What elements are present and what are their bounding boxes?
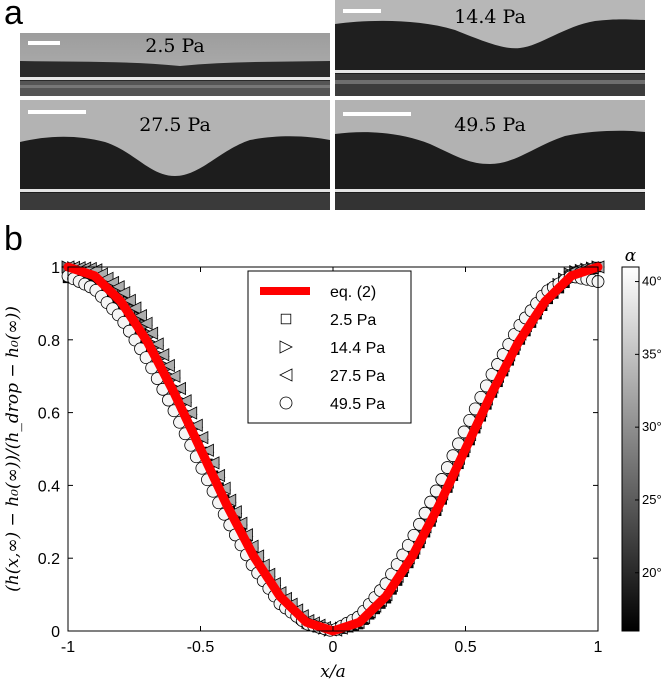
axis-ticks: -1 -0.5 0 0.5 1 0 0.2 0.4 0.6 0.8 1 <box>38 260 603 656</box>
legend-marker-swatch <box>279 368 293 382</box>
colorbar-gradient <box>621 266 640 632</box>
data-point <box>161 358 175 373</box>
chart: -1 -0.5 0 0.5 1 0 0.2 0.4 0.6 0.8 1 x/a (h(x,∞) − … <box>3 246 662 682</box>
micrograph-27-5-pa: 27.5 Pa <box>20 100 330 210</box>
y-tick-label: 0.6 <box>38 406 60 423</box>
x-tick-label: 0 <box>329 639 338 656</box>
colorbar-tick-label: 30° <box>642 419 662 434</box>
data-point <box>116 286 131 300</box>
y-tick-label: 0 <box>51 624 60 641</box>
data-point <box>189 418 203 432</box>
y-axis-title: (h(x,∞) − h₀(∞))/(h_drop − h₀(∞)) <box>3 306 23 592</box>
colorbar-tick-label: 35° <box>642 346 662 361</box>
micrograph-49-5-pa: 49.5 Pa <box>335 100 645 210</box>
data-point <box>150 337 164 351</box>
micrograph-image <box>335 0 645 96</box>
x-tick-label: 0.5 <box>454 639 476 656</box>
scale-bar <box>28 110 86 114</box>
data-point <box>178 394 192 408</box>
data-point <box>139 316 153 330</box>
y-tick-label: 0.8 <box>38 333 60 350</box>
colorbar-tick-label: 40° <box>642 274 662 289</box>
colorbar-title: α <box>625 246 637 266</box>
micrograph-label: 14.4 Pa <box>454 6 526 28</box>
data-point <box>128 301 142 315</box>
legend-entry-label: 14.4 Pa <box>330 340 385 357</box>
scale-bar <box>343 9 381 13</box>
panel-b-letter: b <box>4 220 23 258</box>
legend-box <box>247 270 412 424</box>
legend-entry-label: 27.5 Pa <box>330 368 385 385</box>
y-tick-label: 1 <box>51 260 60 277</box>
micrograph-image <box>20 33 330 96</box>
legend: eq. (2) 2.5 Pa 14.4 Pa 27.5 Pa 49.5 Pa <box>247 270 412 424</box>
data-point <box>200 443 214 457</box>
micrograph-label: 2.5 Pa <box>145 35 205 57</box>
micrograph-image <box>335 100 645 210</box>
legend-entry-label: 49.5 Pa <box>330 396 385 413</box>
legend-marker-swatch <box>279 340 293 354</box>
panel-a-letter: a <box>4 0 23 32</box>
legend-entry-label: eq. (2) <box>330 284 376 301</box>
data-point <box>122 293 136 307</box>
micrograph-label: 49.5 Pa <box>454 114 526 136</box>
data-point <box>155 348 170 362</box>
y-tick-label: 0.2 <box>38 551 60 568</box>
scale-bar <box>28 41 60 45</box>
legend-marker-swatch <box>279 396 293 410</box>
data-point <box>133 309 147 323</box>
legend-marker-swatch <box>280 313 292 325</box>
data-point <box>144 326 159 340</box>
data-point <box>183 406 198 420</box>
colorbar: 20° 25° 30° 35° 40° α <box>621 246 662 632</box>
data-point <box>111 280 125 294</box>
colorbar-tick-label: 25° <box>642 492 662 507</box>
y-tick-label: 0.4 <box>38 478 60 495</box>
x-axis-title: x/a <box>320 662 345 682</box>
colorbar-tick-label: 20° <box>642 565 662 580</box>
data-point <box>195 430 209 445</box>
legend-entry-label: 2.5 Pa <box>330 312 376 329</box>
x-tick-label: -1 <box>61 639 75 656</box>
micrograph-2-5-pa: 2.5 Pa <box>20 33 330 96</box>
micrograph-image <box>20 100 330 210</box>
data-point <box>167 369 181 383</box>
x-tick-label: 1 <box>594 639 603 656</box>
micrograph-14-4-pa: 14.4 Pa <box>335 0 645 96</box>
data-point <box>172 381 186 396</box>
scale-bar <box>343 112 411 116</box>
micrograph-label: 27.5 Pa <box>139 114 211 136</box>
x-tick-label: -0.5 <box>187 639 215 656</box>
